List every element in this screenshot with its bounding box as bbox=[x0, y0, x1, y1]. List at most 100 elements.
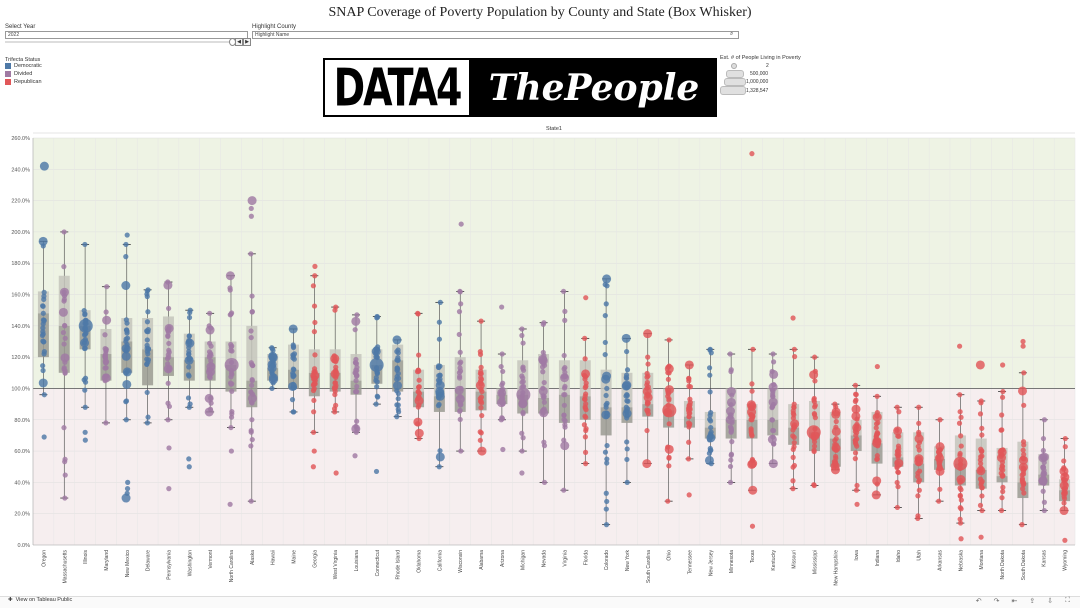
x-tick-label: New Jersey bbox=[708, 550, 714, 577]
state-group: Rhode Island bbox=[392, 335, 404, 579]
undo-icon[interactable]: ↶ bbox=[975, 598, 982, 605]
county-point bbox=[770, 434, 776, 440]
county-point bbox=[645, 361, 651, 367]
county-point bbox=[874, 363, 880, 370]
view-on-tableau-link[interactable]: ✚ View on Tableau Public bbox=[8, 597, 72, 603]
county-point bbox=[624, 391, 630, 398]
county-point bbox=[393, 381, 403, 391]
county-point bbox=[166, 366, 172, 372]
county-point bbox=[62, 359, 68, 365]
county-point bbox=[165, 361, 171, 367]
revert-icon[interactable]: ⇤ bbox=[1011, 598, 1018, 605]
x-tick-label: Nebraska bbox=[958, 550, 964, 572]
box-lower bbox=[600, 407, 612, 436]
county-point bbox=[204, 407, 214, 417]
county-point bbox=[103, 351, 109, 357]
county-point bbox=[604, 460, 610, 466]
county-point bbox=[540, 385, 546, 391]
county-point bbox=[833, 418, 839, 425]
county-point bbox=[1020, 338, 1026, 345]
next-year-button[interactable]: ▶ bbox=[243, 38, 251, 46]
county-point bbox=[602, 274, 612, 284]
x-tick-label: Idaho bbox=[896, 550, 902, 563]
county-point bbox=[373, 374, 379, 381]
county-point bbox=[227, 501, 233, 507]
county-point bbox=[624, 348, 630, 355]
county-point bbox=[583, 295, 589, 301]
county-point bbox=[769, 417, 775, 423]
x-tick-label: Hawaii bbox=[271, 550, 277, 565]
legend-item-democratic[interactable]: Democratic bbox=[5, 63, 42, 69]
county-point bbox=[373, 468, 380, 475]
county-point bbox=[62, 459, 68, 465]
county-point bbox=[978, 480, 985, 486]
year-filter-select[interactable]: 2022 bbox=[5, 31, 248, 39]
county-point bbox=[61, 425, 67, 431]
county-point bbox=[957, 392, 963, 398]
x-tick-label: Arkansas bbox=[938, 550, 944, 571]
county-point bbox=[437, 448, 443, 454]
county-point bbox=[852, 450, 859, 456]
county-point bbox=[228, 414, 235, 420]
county-point bbox=[333, 364, 339, 370]
county-point bbox=[394, 388, 400, 394]
county-point bbox=[520, 340, 526, 346]
prev-year-button[interactable]: ◀ bbox=[235, 38, 243, 46]
share-icon[interactable]: ⇪ bbox=[1029, 598, 1036, 605]
county-point bbox=[768, 382, 778, 392]
county-filter-label: Highlight County bbox=[252, 24, 297, 30]
legend-item-republican[interactable]: Republican bbox=[5, 79, 42, 85]
redo-icon[interactable]: ↷ bbox=[993, 598, 1000, 605]
county-point bbox=[249, 400, 255, 406]
county-point bbox=[519, 430, 525, 436]
county-point bbox=[248, 213, 254, 219]
county-point bbox=[457, 416, 463, 423]
state-group: West Virginia bbox=[329, 304, 341, 579]
box-upper bbox=[246, 325, 258, 381]
box-lower bbox=[954, 463, 966, 486]
year-slider-track[interactable] bbox=[5, 41, 230, 43]
y-tick-label: 120.0% bbox=[11, 355, 30, 361]
county-point bbox=[684, 360, 694, 370]
state-group: Alaska bbox=[246, 196, 258, 565]
state-group: Kentucky bbox=[767, 351, 779, 571]
fullscreen-icon[interactable]: ⛶ bbox=[1065, 597, 1070, 604]
county-point bbox=[458, 221, 464, 227]
county-point bbox=[936, 447, 943, 453]
county-point bbox=[310, 464, 316, 470]
download-icon[interactable]: ⇩ bbox=[1047, 598, 1054, 605]
county-point bbox=[625, 398, 631, 404]
county-point bbox=[61, 341, 67, 347]
county-point bbox=[248, 389, 254, 395]
county-point bbox=[894, 464, 900, 470]
county-point bbox=[977, 411, 984, 417]
county-point bbox=[165, 327, 171, 334]
state-group: Georgia bbox=[308, 263, 320, 568]
county-point bbox=[312, 273, 318, 279]
county-point bbox=[207, 367, 213, 374]
county-point bbox=[478, 405, 484, 411]
county-point bbox=[624, 446, 630, 452]
county-point bbox=[811, 443, 818, 449]
county-point bbox=[61, 365, 67, 371]
county-point bbox=[248, 205, 254, 212]
county-point bbox=[268, 375, 278, 385]
county-point bbox=[229, 381, 235, 387]
county-point bbox=[166, 486, 172, 492]
x-tick-label: Nevada bbox=[542, 550, 548, 567]
county-point bbox=[208, 343, 214, 349]
county-point bbox=[1021, 402, 1027, 408]
legend-item-divided[interactable]: Divided bbox=[5, 71, 32, 77]
box-lower bbox=[142, 349, 154, 386]
county-point bbox=[916, 487, 922, 493]
county-search-input[interactable]: Highlight Name bbox=[252, 31, 739, 39]
county-point bbox=[500, 368, 506, 375]
search-icon[interactable]: ⌕ bbox=[730, 31, 734, 37]
county-point bbox=[790, 415, 797, 421]
x-tick-label: Alabama bbox=[479, 550, 485, 570]
size-legend-item: 2 bbox=[766, 63, 769, 69]
county-point bbox=[894, 404, 900, 410]
county-point bbox=[771, 441, 777, 447]
county-point bbox=[999, 473, 1005, 479]
county-point bbox=[40, 303, 46, 309]
